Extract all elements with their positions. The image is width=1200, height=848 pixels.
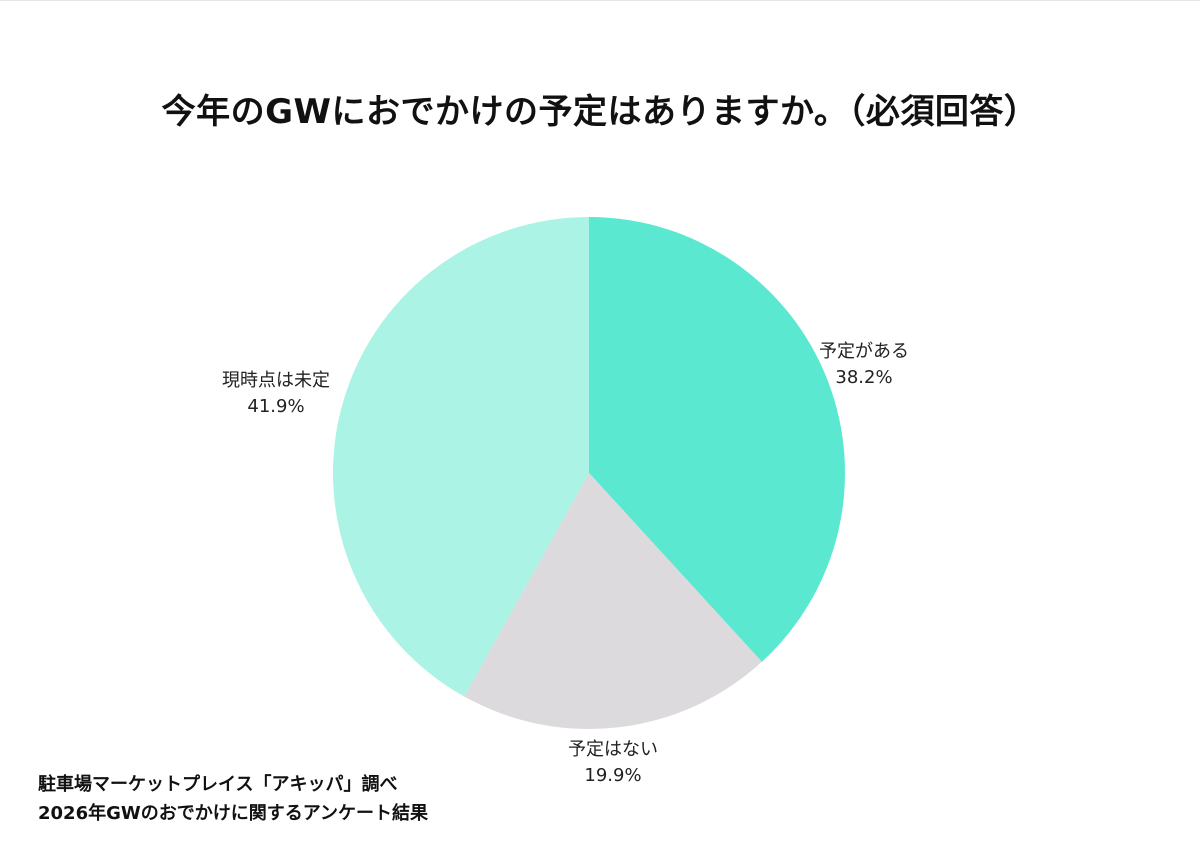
chart-title: 今年のGWにおでかけの予定はありますか。（必須回答）	[161, 92, 1039, 132]
pie-slice-2	[464, 473, 762, 729]
source-line-2: 2026年GWのおでかけに関するアンケート結果	[38, 803, 429, 824]
source-note: 駐車場マーケットプレイス「アキッパ」調べ 2026年GWのおでかけに関するアンケ…	[38, 770, 428, 828]
slice-value-3: 41.9%	[247, 396, 304, 417]
pie-slice-3	[333, 217, 589, 697]
pie-slices	[333, 217, 845, 729]
slice-label-3: 現時点は未定	[222, 370, 330, 391]
slice-label-2: 予定はない	[568, 739, 658, 760]
source-line-1: 駐車場マーケットプレイス「アキッパ」調べ	[38, 774, 398, 795]
slice-value-1: 38.2%	[835, 367, 892, 388]
pie-slice-1	[589, 217, 845, 662]
pie-labels: 予定がある 38.2% 予定はない 19.9% 現時点は未定 41.9%	[222, 341, 909, 786]
slice-value-2: 19.9%	[584, 765, 641, 786]
slice-label-1: 予定がある	[819, 341, 909, 362]
top-divider	[0, 0, 1200, 1]
